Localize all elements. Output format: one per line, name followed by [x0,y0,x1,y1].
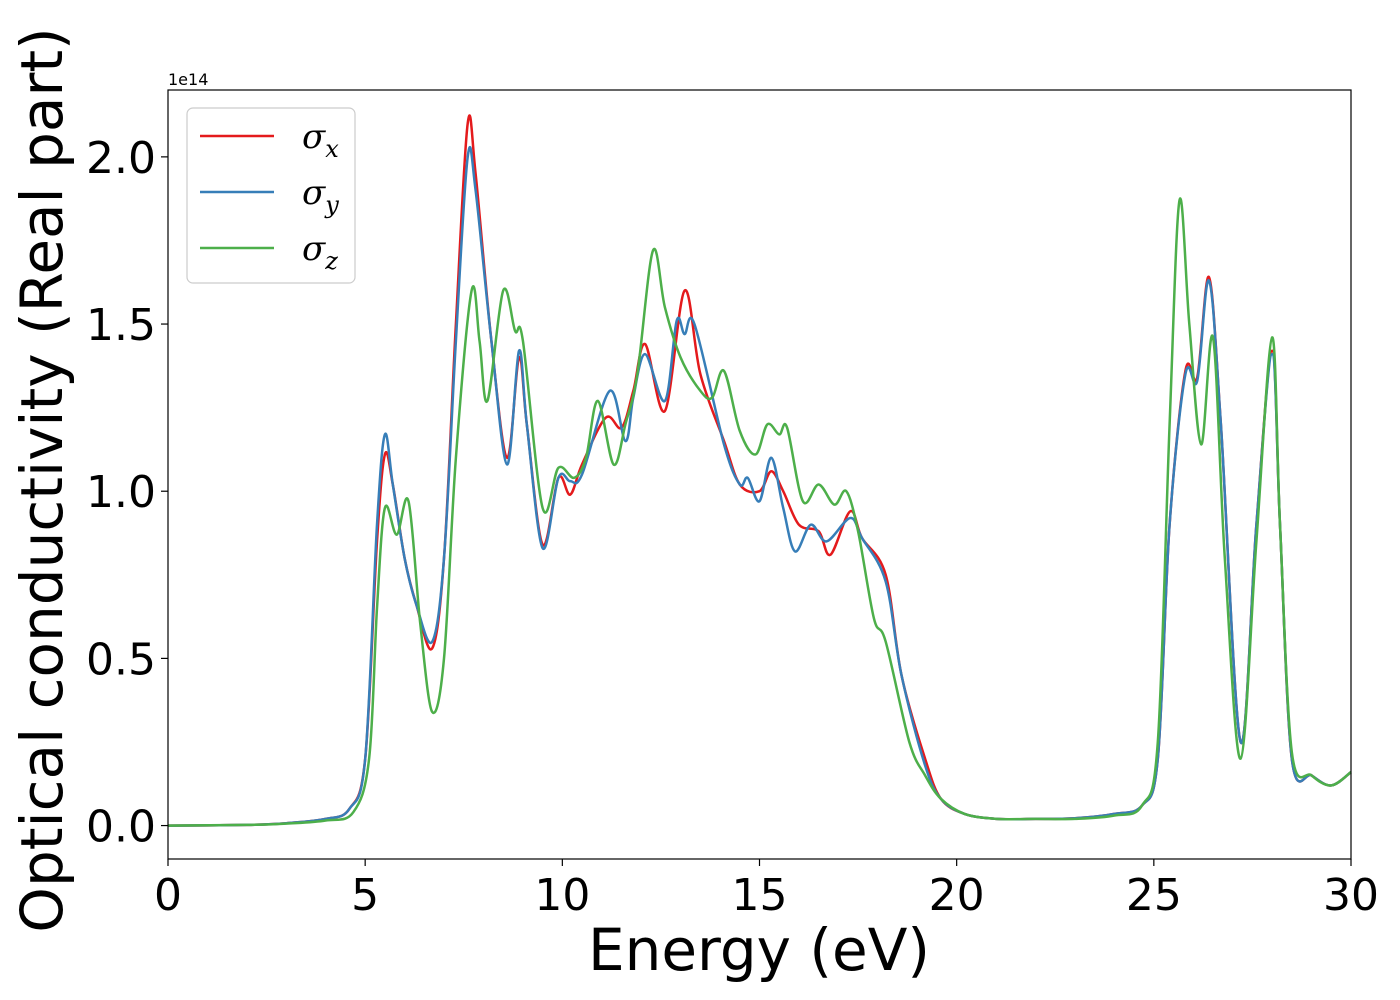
legend-label-y: σy [302,173,339,219]
x-tick-label: 10 [534,870,590,921]
legend-frame [186,107,356,284]
plot-area [168,90,1351,859]
series-layer [167,114,1352,827]
x-tick-label: 25 [1126,870,1182,921]
y-tick-label: 0.0 [86,802,156,853]
series-line-z [167,197,1352,827]
y-axis-title: Optical conductivity (Real part) [8,27,76,932]
y-tick-label: 1.5 [86,300,156,351]
x-tick-label: 30 [1323,870,1379,921]
series-line-y [167,146,1352,827]
y-axis-ticks: 0.0 0.5 1.0 1.5 2.0 [86,133,168,853]
x-axis-title: Energy (eV) [588,916,930,984]
y-tick-label: 1.0 [86,467,156,518]
y-tick-label: 2.0 [86,133,156,184]
y-tick-label: 0.5 [86,634,156,685]
x-axis-ticks: 0 5 10 15 20 25 30 [154,859,1379,921]
y-offset-label: 1e14 [168,70,208,89]
legend-label-z: σz [302,229,338,275]
legend: σx σy σz [186,107,356,284]
x-tick-label: 5 [351,870,379,921]
x-tick-label: 0 [154,870,182,921]
x-tick-label: 15 [732,870,788,921]
x-tick-label: 20 [929,870,985,921]
legend-label-x: σx [302,117,339,163]
